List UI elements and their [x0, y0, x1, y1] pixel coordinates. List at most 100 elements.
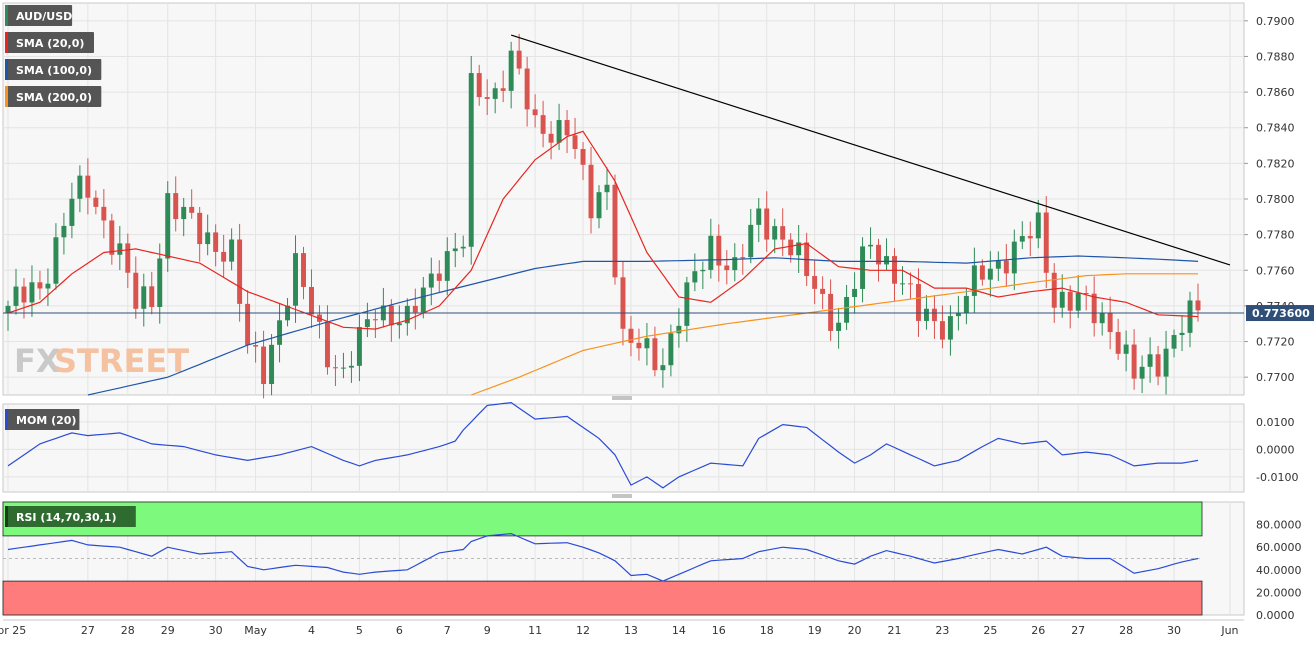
candle-body [1003, 260, 1009, 274]
candle-body [1179, 332, 1185, 336]
candle-body [492, 88, 498, 99]
candle [900, 266, 905, 295]
candle-body [125, 243, 131, 273]
candle-body [1155, 354, 1161, 377]
candle [181, 197, 187, 237]
current-price-value: 0.773600 [1252, 307, 1310, 320]
candle [340, 352, 346, 379]
candle [372, 309, 378, 339]
candle [205, 214, 211, 256]
candle-body [29, 282, 35, 303]
candle-body [468, 73, 474, 247]
candle-body [69, 198, 75, 226]
candle-body [1027, 236, 1033, 239]
rsi-y-tick-label: 20.0000 [1256, 586, 1302, 599]
candle-body [516, 50, 522, 69]
candle [684, 276, 690, 342]
candle [756, 198, 762, 243]
candle-body [820, 288, 826, 294]
candle [324, 305, 330, 375]
candle [884, 238, 889, 271]
candle [947, 305, 953, 356]
candle [93, 190, 99, 215]
candle [301, 246, 306, 300]
candle-body [5, 305, 11, 314]
sma-20-line [7, 130, 1199, 330]
x-tick-label: 28 [121, 624, 135, 637]
candle-body [1171, 335, 1177, 349]
candle [708, 218, 714, 279]
rsi-y-tick-label: 80.0000 [1256, 519, 1302, 532]
candle [1115, 318, 1121, 360]
candle [444, 237, 450, 296]
candle-body [908, 283, 913, 285]
candle-body [420, 287, 426, 313]
candle-body [628, 328, 634, 343]
x-tick-label: May [244, 624, 267, 637]
candle-body [915, 284, 921, 321]
x-tick-label: 27 [1071, 624, 1085, 637]
x-tick-label: 23 [935, 624, 949, 637]
price-y-tick-label: 0.7800 [1256, 193, 1295, 206]
candle [484, 79, 490, 115]
candle [660, 348, 666, 388]
legend-item[interactable]: SMA (20,0) [5, 32, 94, 53]
rsi-zone-layer [2, 501, 1203, 616]
x-tick-label: 26 [1031, 624, 1045, 637]
candle-body [780, 226, 786, 240]
candle-body [1195, 300, 1201, 311]
candle-body [277, 320, 283, 345]
candle-body [620, 277, 626, 329]
candle-body [1131, 344, 1137, 379]
x-tick-label: 12 [576, 624, 590, 637]
legend-item[interactable]: AUD/USD [5, 5, 72, 26]
x-tick-label: 11 [528, 624, 542, 637]
candle-body [987, 268, 993, 280]
candle [987, 251, 993, 297]
price-y-tick-label: 0.7820 [1256, 157, 1295, 170]
x-tick-label: 5 [356, 624, 363, 637]
candle [229, 228, 235, 271]
candle-body [189, 206, 195, 213]
price-y-tick-label: 0.7700 [1256, 371, 1295, 384]
candle [293, 235, 298, 323]
candle-body [388, 305, 394, 326]
candle-body [668, 333, 674, 366]
candle-body [939, 321, 945, 340]
candle [476, 64, 482, 106]
x-tick-label: Jun [1220, 624, 1238, 637]
candle [540, 100, 546, 148]
candle-body [947, 316, 953, 340]
x-tick-label: 25 [983, 624, 997, 637]
legend-color-swatch [5, 409, 8, 430]
candle [85, 158, 91, 215]
mom-legend[interactable]: MOM (20) [5, 409, 80, 430]
candle-body [1011, 241, 1017, 274]
x-tick-label: 4 [308, 624, 315, 637]
candle [21, 278, 27, 319]
x-tick-label: 14 [672, 624, 686, 637]
candle-body [1123, 344, 1129, 354]
candle [1131, 329, 1137, 390]
candle [388, 299, 394, 342]
candle-body [1099, 312, 1105, 324]
candle-body [700, 269, 706, 272]
price-y-tick-label: 0.7880 [1256, 50, 1295, 63]
watermark-fx: FX [14, 342, 61, 380]
legend-item[interactable]: SMA (100,0) [5, 59, 102, 80]
candle [492, 82, 498, 114]
candle [5, 300, 11, 331]
candle-body [676, 325, 682, 334]
mom-y-tick-label: 0.0000 [1256, 443, 1295, 456]
candle-body [748, 224, 754, 258]
candle [37, 270, 43, 300]
candle [237, 223, 243, 322]
rsi-overbought-zone [2, 501, 1203, 537]
candle [908, 272, 913, 299]
candle [788, 233, 794, 263]
legend-item[interactable]: SMA (200,0) [5, 86, 102, 107]
rsi-legend[interactable]: RSI (14,70,30,1) [5, 506, 136, 527]
candle [165, 181, 171, 272]
candle [868, 227, 874, 259]
legend-label: RSI (14,70,30,1) [16, 511, 116, 524]
